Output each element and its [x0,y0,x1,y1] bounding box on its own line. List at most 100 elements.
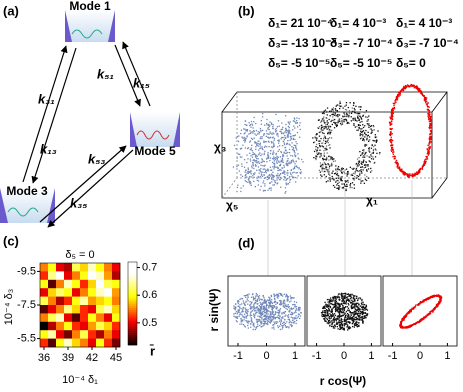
point [272,172,273,173]
point [260,168,261,169]
point [238,303,239,304]
point [366,139,367,140]
heat-cell [64,339,72,348]
point [287,297,288,298]
point [333,327,334,328]
point [267,128,268,129]
point [362,136,363,137]
point [277,182,278,183]
point [322,314,323,315]
point [343,301,344,302]
point [430,138,431,139]
point [290,300,291,301]
point [341,106,342,107]
point [364,183,365,184]
point [359,170,360,171]
heat-cell [104,297,112,306]
heat-cell [48,330,56,339]
point [250,160,251,161]
point [244,141,245,142]
point [269,188,270,189]
point [274,294,275,295]
point [369,136,370,137]
point [327,311,328,312]
point [320,172,321,173]
point [290,137,291,138]
point [273,133,274,134]
point [265,170,266,171]
heat-cell [48,339,56,348]
point [249,293,250,294]
point [290,295,291,296]
point [254,174,255,175]
point [428,313,429,314]
point [339,105,340,106]
point [429,133,430,134]
point [278,313,279,314]
point [262,313,263,314]
point [329,325,330,326]
point [354,324,355,325]
point [296,149,297,150]
point [327,163,328,164]
parameter: δ₁= 4 10⁻³ [396,16,452,30]
point [325,168,326,169]
point [280,329,281,330]
point [292,304,293,305]
point [284,139,285,140]
point [241,157,242,158]
point [323,308,324,309]
point [286,327,287,328]
point [260,155,261,156]
point [270,170,271,171]
point [294,127,295,128]
point [392,133,393,134]
point [440,300,441,301]
point [357,303,358,304]
point [331,309,332,310]
point [300,172,301,173]
point [270,318,271,319]
point [426,156,427,157]
point [338,316,339,317]
point [279,145,280,146]
mode-label: Mode 3 [6,184,48,198]
point [270,321,271,322]
x-tick-label: -1 [233,350,243,362]
point [277,321,278,322]
colorbar-step [128,316,137,318]
point [285,191,286,192]
point [274,165,275,166]
point [257,133,258,134]
point [292,155,293,156]
point [266,172,267,173]
point [279,315,280,316]
point [333,298,334,299]
point [351,113,352,114]
point [284,174,285,175]
point [276,133,277,134]
point [358,311,359,312]
point [264,321,265,322]
point [235,308,236,309]
point [323,146,324,147]
point [257,294,258,295]
point [296,302,297,303]
point [272,184,273,185]
point [363,130,364,131]
point [332,124,333,125]
heat-cell [104,271,112,280]
point [268,302,269,303]
point [289,176,290,177]
point [405,85,406,86]
point [239,316,240,317]
point [324,316,325,317]
point [246,316,247,317]
point [272,313,273,314]
point [283,179,284,180]
point [258,145,259,146]
point [266,141,267,142]
heat-cell [80,288,88,297]
point [429,126,430,127]
point [286,161,287,162]
